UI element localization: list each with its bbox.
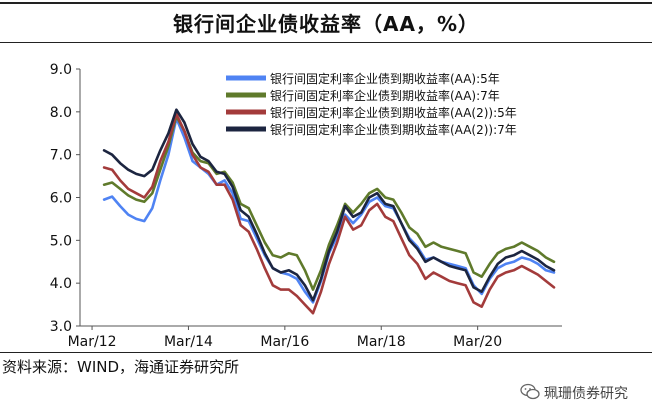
y-tick-label: 5.0 (50, 233, 72, 249)
series-layer (102, 108, 556, 315)
watermark-text: 珮珊债券研究 (544, 386, 628, 402)
legend: 银行间固定利率企业债到期收益率(AA):5年银行间固定利率企业债到期收益率(AA… (226, 71, 517, 137)
x-tick-label: Mar/16 (260, 334, 309, 350)
title-rule-top (0, 2, 652, 4)
legend-label-3: 银行间固定利率企业债到期收益率(AA(2)):5年 (270, 105, 517, 120)
series-line-4 (102, 108, 556, 302)
title-rule-bottom (0, 42, 652, 43)
y-tick-label: 4.0 (50, 276, 72, 292)
legend-label-2: 银行间固定利率企业债到期收益率(AA):7年 (270, 88, 500, 103)
x-axis: Mar/12 Mar/14 Mar/16 Mar/18 Mar/20 (68, 325, 562, 350)
y-tick-label: 6.0 (50, 191, 72, 207)
title-bar: 银行间企业债收益率（AA，%） (0, 0, 652, 44)
chart-title: 银行间企业债收益率（AA，%） (173, 12, 479, 36)
watermark: 珮珊债券研究 (520, 381, 650, 405)
y-tick-label: 7.0 (50, 148, 72, 164)
y-tick-label: 3.0 (50, 319, 72, 335)
series-line-1 (102, 117, 556, 304)
legend-label-4: 银行间固定利率企业债到期收益率(AA(2)):7年 (270, 122, 517, 137)
source-note: 资料来源：WIND，海通证券研究所 (2, 358, 240, 376)
legend-label-1: 银行间固定利率企业债到期收益率(AA):5年 (270, 71, 500, 86)
series-line-3 (102, 112, 556, 315)
source-rule (0, 352, 652, 353)
x-tick-label: Mar/18 (357, 334, 406, 350)
line-chart: 3.0 4.0 5.0 6.0 7.0 8.0 9.0 Mar/12 Mar/14 Mar/16… (50, 62, 562, 350)
wechat-icon (520, 383, 540, 400)
x-tick-label: Mar/14 (164, 334, 213, 350)
y-tick-label: 9.0 (50, 62, 72, 78)
x-tick-label: Mar/20 (453, 334, 502, 350)
y-axis: 3.0 4.0 5.0 6.0 7.0 8.0 9.0 (50, 62, 81, 335)
y-tick-label: 8.0 (50, 105, 72, 121)
x-tick-label: Mar/12 (68, 334, 117, 350)
